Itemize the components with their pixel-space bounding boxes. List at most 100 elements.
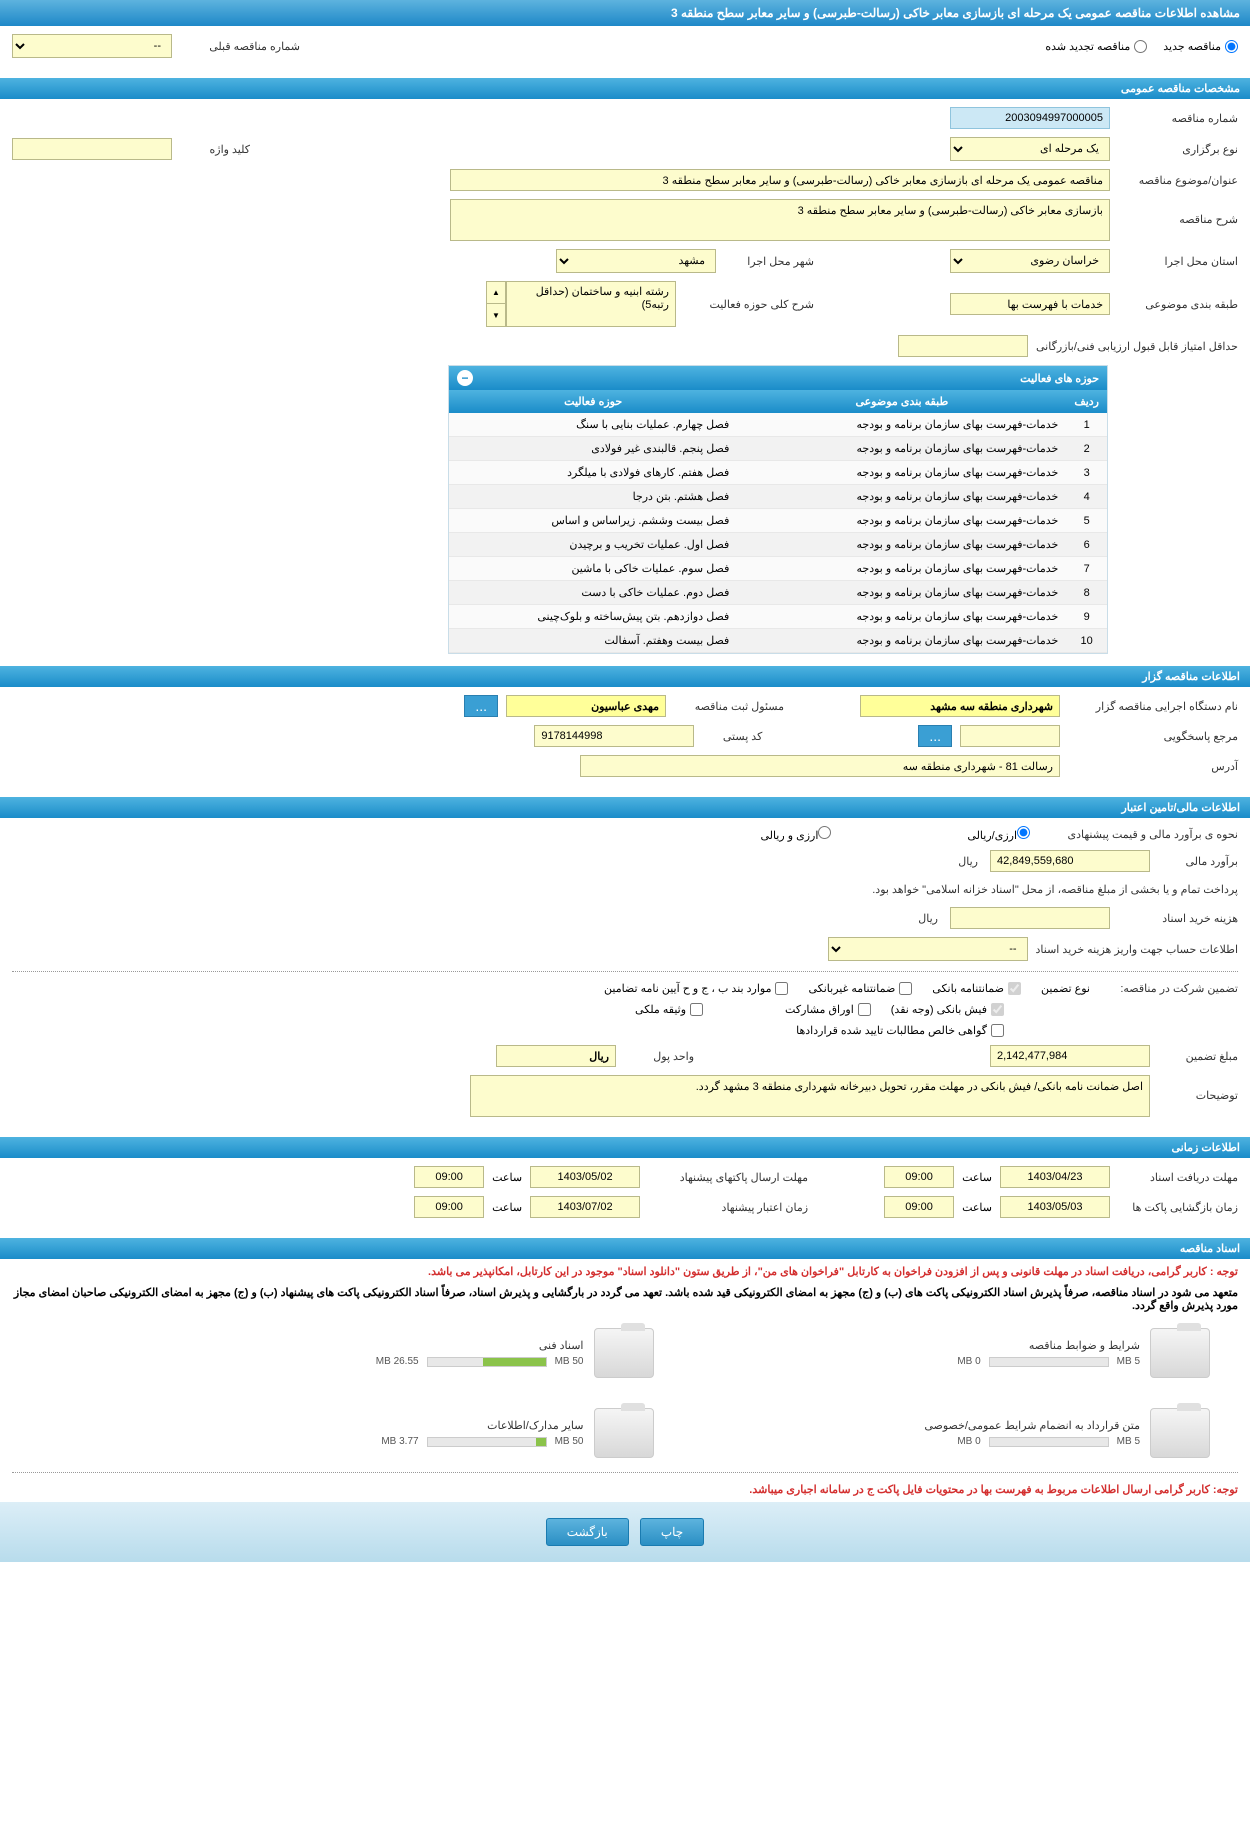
- currency-unit-input[interactable]: [496, 1045, 616, 1067]
- doc1-title: شرایط و ضوابط مناقصه: [684, 1339, 1141, 1352]
- collapse-icon[interactable]: −: [457, 370, 473, 386]
- estimate-label: نحوه ی برآورد مالی و قیمت پیشنهادی: [1038, 828, 1238, 841]
- tender-no-input[interactable]: [950, 107, 1110, 129]
- registrar-lookup-button[interactable]: ...: [464, 695, 498, 717]
- doc1-progress: [989, 1357, 1109, 1367]
- spinner-up[interactable]: ▲: [487, 282, 505, 304]
- doc-item-1: شرایط و ضوابط مناقصه 5 MB 0 MB: [684, 1328, 1211, 1378]
- warning-1: توجه : کاربر گرامی، دریافت اسناد در مهلت…: [0, 1259, 1250, 1284]
- activity-desc-label: شرح کلی حوزه فعالیت: [684, 298, 814, 311]
- chk-participation[interactable]: [858, 1003, 871, 1016]
- validity-time-input[interactable]: [414, 1196, 484, 1218]
- account-select[interactable]: --: [828, 937, 1028, 961]
- time-label-2: ساعت: [492, 1171, 522, 1184]
- guarantee-amount-input[interactable]: [990, 1045, 1150, 1067]
- keyword-label: کلید واژه: [180, 143, 250, 156]
- subject-input[interactable]: [450, 169, 1110, 191]
- postal-input[interactable]: [534, 725, 694, 747]
- registrar-input[interactable]: [506, 695, 666, 717]
- folder-icon[interactable]: [1150, 1328, 1210, 1378]
- chk-certificate[interactable]: [991, 1024, 1004, 1037]
- rial-unit-1: ریال: [958, 855, 978, 868]
- table-row: 2خدمات-فهرست بهای سازمان برنامه و بودجهف…: [449, 437, 1107, 461]
- send-time-input[interactable]: [414, 1166, 484, 1188]
- contact-lookup-button[interactable]: ...: [918, 725, 952, 747]
- folder-icon[interactable]: [1150, 1408, 1210, 1458]
- min-score-input[interactable]: [898, 335, 1028, 357]
- receive-date-input[interactable]: [1000, 1166, 1110, 1188]
- doc-item-3: متن قرارداد به انضمام شرایط عمومی/خصوصی …: [684, 1408, 1211, 1458]
- send-date-input[interactable]: [530, 1166, 640, 1188]
- chk-participation-label: اوراق مشارکت: [785, 1003, 854, 1016]
- org-name-label: نام دستگاه اجرایی مناقصه گزار: [1068, 700, 1238, 713]
- doc3-progress: [989, 1437, 1109, 1447]
- open-label: زمان بازگشایی پاکت ها: [1118, 1201, 1238, 1214]
- spinner-down[interactable]: ▼: [487, 304, 505, 326]
- cell-activity: فصل بیست وششم. زیراساس و اساس: [449, 509, 737, 533]
- chk-property-label: وثیقه ملکی: [635, 1003, 686, 1016]
- prev-number-select[interactable]: --: [12, 34, 172, 58]
- desc-textarea[interactable]: [450, 199, 1110, 241]
- registrar-label: مسئول ثبت مناقصه: [674, 700, 784, 713]
- chk-items[interactable]: [775, 982, 788, 995]
- doc4-progress: [427, 1437, 547, 1447]
- org-name-input[interactable]: [860, 695, 1060, 717]
- col-activity: حوزه فعالیت: [449, 390, 737, 413]
- table-row: 3خدمات-فهرست بهای سازمان برنامه و بودجهف…: [449, 461, 1107, 485]
- radio-new[interactable]: [1225, 40, 1238, 53]
- chk-bank-receipt[interactable]: [991, 1003, 1004, 1016]
- validity-date-input[interactable]: [530, 1196, 640, 1218]
- doc4-total: 50 MB: [555, 1436, 584, 1447]
- cell-activity: فصل سوم. عملیات خاکی با ماشین: [449, 557, 737, 581]
- fin-est-input[interactable]: [990, 850, 1150, 872]
- send-deadline-label: مهلت ارسال پاکتهای پیشنهاد: [648, 1171, 808, 1184]
- chk-property[interactable]: [690, 1003, 703, 1016]
- back-button[interactable]: بازگشت: [546, 1518, 629, 1546]
- notes-textarea[interactable]: [470, 1075, 1150, 1117]
- doc4-used: 3.77 MB: [381, 1436, 418, 1447]
- cell-activity: فصل پنجم. قالبندی غیر فولادی: [449, 437, 737, 461]
- warning-3: توجه: کاربر گرامی ارسال اطلاعات مربوط به…: [0, 1477, 1250, 1502]
- cell-activity: فصل بیست وهفتم. آسفالت: [449, 629, 737, 653]
- cell-num: 3: [1066, 461, 1107, 485]
- keyword-input[interactable]: [12, 138, 172, 160]
- hold-type-select[interactable]: یک مرحله ای: [950, 137, 1110, 161]
- folder-icon[interactable]: [594, 1408, 654, 1458]
- tender-status-radios: مناقصه جدید مناقصه تجدید شده: [1045, 40, 1238, 53]
- doc-cost-input[interactable]: [950, 907, 1110, 929]
- radio-renewed[interactable]: [1134, 40, 1147, 53]
- contact-input[interactable]: [960, 725, 1060, 747]
- receive-time-input[interactable]: [884, 1166, 954, 1188]
- activity-table: حوزه های فعالیت − ردیف طبقه بندی موضوعی …: [448, 365, 1108, 654]
- address-input[interactable]: [580, 755, 1060, 777]
- chk-bank-receipt-label: فیش بانکی (وجه نقد): [891, 1003, 987, 1016]
- subject-label: عنوان/موضوع مناقصه: [1118, 174, 1238, 187]
- class-input[interactable]: [950, 293, 1110, 315]
- province-label: استان محل اجرا: [1118, 255, 1238, 268]
- cell-class: خدمات-فهرست بهای سازمان برنامه و بودجه: [737, 629, 1066, 653]
- province-select[interactable]: خراسان رضوی: [950, 249, 1110, 273]
- time-label-1: ساعت: [962, 1171, 992, 1184]
- notes-label: توضیحات: [1158, 1075, 1238, 1102]
- folder-icon[interactable]: [594, 1328, 654, 1378]
- section-organizer: اطلاعات مناقصه گزار: [0, 666, 1250, 687]
- chk-bank-guarantee[interactable]: [1008, 982, 1021, 995]
- cell-activity: فصل اول. عملیات تخریب و برچیدن: [449, 533, 737, 557]
- table-row: 10خدمات-فهرست بهای سازمان برنامه و بودجه…: [449, 629, 1107, 653]
- cell-num: 5: [1066, 509, 1107, 533]
- table-row: 6خدمات-فهرست بهای سازمان برنامه و بودجهف…: [449, 533, 1107, 557]
- doc4-title: سایر مدارک/اطلاعات: [127, 1419, 584, 1432]
- postal-label: کد پستی: [702, 730, 762, 743]
- table-row: 5خدمات-فهرست بهای سازمان برنامه و بودجهف…: [449, 509, 1107, 533]
- doc-item-4: سایر مدارک/اطلاعات 50 MB 3.77 MB: [127, 1408, 654, 1458]
- activity-desc-input[interactable]: رشته ابنیه و ساختمان (حداقل رتبه5): [506, 281, 676, 327]
- city-select[interactable]: مشهد: [556, 249, 716, 273]
- print-button[interactable]: چاپ: [640, 1518, 704, 1546]
- account-label: اطلاعات حساب جهت واریز هزینه خرید اسناد: [1036, 943, 1238, 956]
- chk-nonbank-guarantee[interactable]: [899, 982, 912, 995]
- chk-items-label: موارد بند ب ، ج و ح آیین نامه تضامین: [604, 982, 771, 995]
- radio-currency-rial[interactable]: [1017, 826, 1030, 839]
- open-time-input[interactable]: [884, 1196, 954, 1218]
- radio-currency-both[interactable]: [818, 826, 831, 839]
- open-date-input[interactable]: [1000, 1196, 1110, 1218]
